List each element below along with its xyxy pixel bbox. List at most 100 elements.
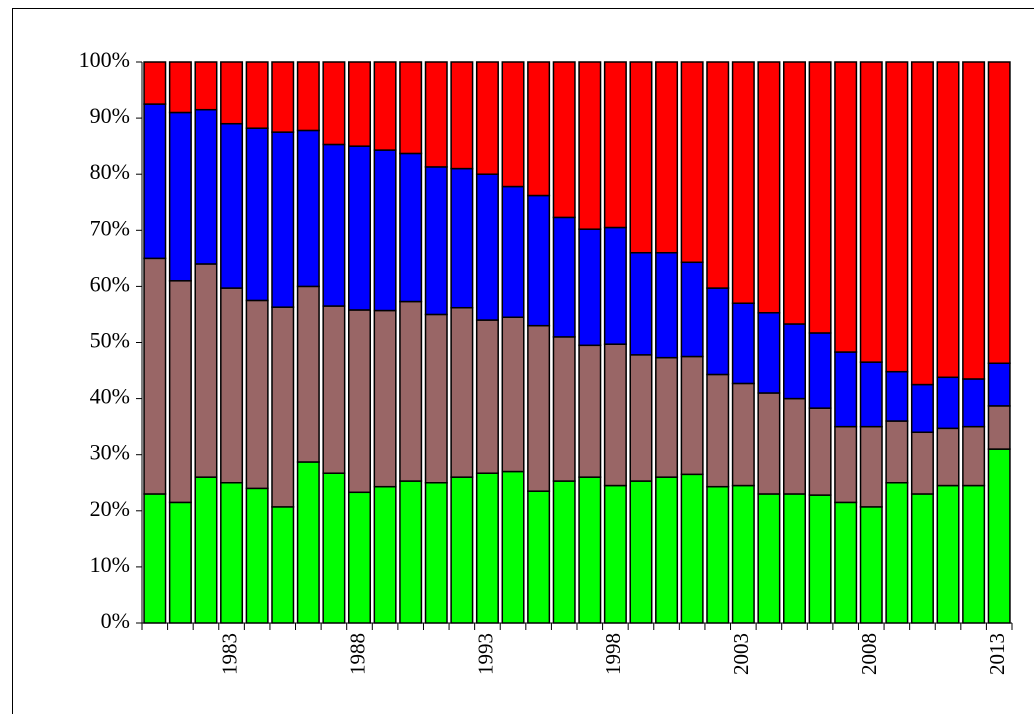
bar-segment xyxy=(501,470,525,624)
bar-segment xyxy=(936,484,960,624)
bar-segment xyxy=(578,228,602,347)
x-tick-label: 2003 xyxy=(729,633,753,675)
bar-segment xyxy=(501,316,525,473)
bar-segment xyxy=(808,494,832,624)
bar-segment xyxy=(603,61,627,229)
bar-segment xyxy=(706,61,730,289)
bar-segment xyxy=(783,493,806,624)
bar-segment xyxy=(987,405,1011,450)
bar-segment xyxy=(245,61,269,129)
bar-segment xyxy=(936,427,960,487)
bar-segment xyxy=(220,61,244,125)
bar-segment xyxy=(322,305,346,474)
bar-segment xyxy=(680,261,704,358)
bar-segment xyxy=(936,61,960,379)
bar-segment xyxy=(987,448,1011,624)
bar-segment xyxy=(475,61,499,175)
bar-segment xyxy=(859,361,883,428)
bar-segment xyxy=(783,61,806,325)
y-tick-label: 20% xyxy=(90,496,130,521)
bar-segment xyxy=(655,61,679,254)
bar-segment xyxy=(399,300,423,482)
bar-segment xyxy=(322,61,346,146)
bar-segment xyxy=(348,491,371,624)
bar-segment xyxy=(373,309,397,488)
bar-segment xyxy=(527,194,551,327)
bar-segment xyxy=(373,485,397,624)
bar-segment xyxy=(450,306,474,478)
bar-segment xyxy=(296,61,320,132)
bar-segment xyxy=(424,61,448,168)
bar-segment xyxy=(731,382,755,487)
bar-segment xyxy=(629,480,653,624)
bar-segment xyxy=(936,376,960,430)
bar-segment xyxy=(168,111,192,282)
bar-segment xyxy=(603,484,627,624)
bar-segment xyxy=(731,61,755,304)
x-tick-label: 2013 xyxy=(985,633,1009,675)
bar-segment xyxy=(527,61,551,197)
bar-segment xyxy=(706,485,730,624)
y-tick-label: 70% xyxy=(90,215,130,240)
bar-segment xyxy=(296,285,320,463)
bar-segment xyxy=(194,108,218,265)
bar-segment xyxy=(271,131,295,308)
bar-segment xyxy=(629,251,653,356)
bar-segment xyxy=(629,61,653,254)
bar-segment xyxy=(910,61,934,386)
bar-segment xyxy=(194,263,218,478)
y-tick-label: 10% xyxy=(90,552,130,577)
bar-segment xyxy=(450,167,474,309)
bar-segment xyxy=(910,431,934,495)
bar-segment xyxy=(783,397,806,495)
bar-segment xyxy=(885,370,909,422)
bar-segment xyxy=(399,61,423,155)
bar-segment xyxy=(475,173,499,321)
y-tick-label: 50% xyxy=(90,328,130,353)
bar-segment xyxy=(245,127,269,302)
bar-segment xyxy=(245,487,269,624)
bar-segment xyxy=(271,61,295,133)
x-tick-label: 1993 xyxy=(473,633,497,675)
bar-segment xyxy=(220,287,244,484)
bar-segment xyxy=(910,383,934,434)
bar-segment xyxy=(680,473,704,624)
bar-segment xyxy=(501,185,525,319)
y-tick-label: 90% xyxy=(90,103,130,128)
bar-segment xyxy=(552,480,576,624)
y-tick-label: 30% xyxy=(90,440,130,465)
x-tick-label: 1983 xyxy=(217,633,241,675)
bar-segment xyxy=(757,312,781,394)
bar-segment xyxy=(885,420,909,484)
bar-segment xyxy=(399,152,423,303)
bar-segment xyxy=(552,61,576,219)
bar-segment xyxy=(296,461,320,624)
bar-segment xyxy=(962,425,986,487)
bar-segment xyxy=(962,61,986,380)
bar-segment xyxy=(808,61,832,334)
bar-segment xyxy=(194,476,218,624)
bar-segment xyxy=(220,122,244,289)
bar-segment xyxy=(168,501,192,624)
bar-segment xyxy=(987,61,1011,365)
x-tick-label: 1988 xyxy=(345,633,369,675)
bar-segment xyxy=(757,392,781,495)
bar-segment xyxy=(501,61,525,188)
bar-segment xyxy=(271,306,295,508)
bar-segment xyxy=(783,323,806,400)
bar-segment xyxy=(859,425,883,508)
bar-segment xyxy=(527,324,551,492)
bar-segment xyxy=(731,484,755,624)
bar-segment xyxy=(552,336,576,482)
bar-segment xyxy=(373,149,397,312)
bar-segment xyxy=(757,493,781,624)
bar-segment xyxy=(859,61,883,363)
bar-segment xyxy=(168,280,192,504)
bar-segment xyxy=(962,484,986,624)
bar-segment xyxy=(245,299,269,490)
bar-segment xyxy=(655,476,679,624)
bar-segment xyxy=(143,493,167,624)
y-tick-label: 40% xyxy=(90,384,130,409)
bar-segment xyxy=(834,351,858,428)
bar-segment xyxy=(603,226,627,345)
